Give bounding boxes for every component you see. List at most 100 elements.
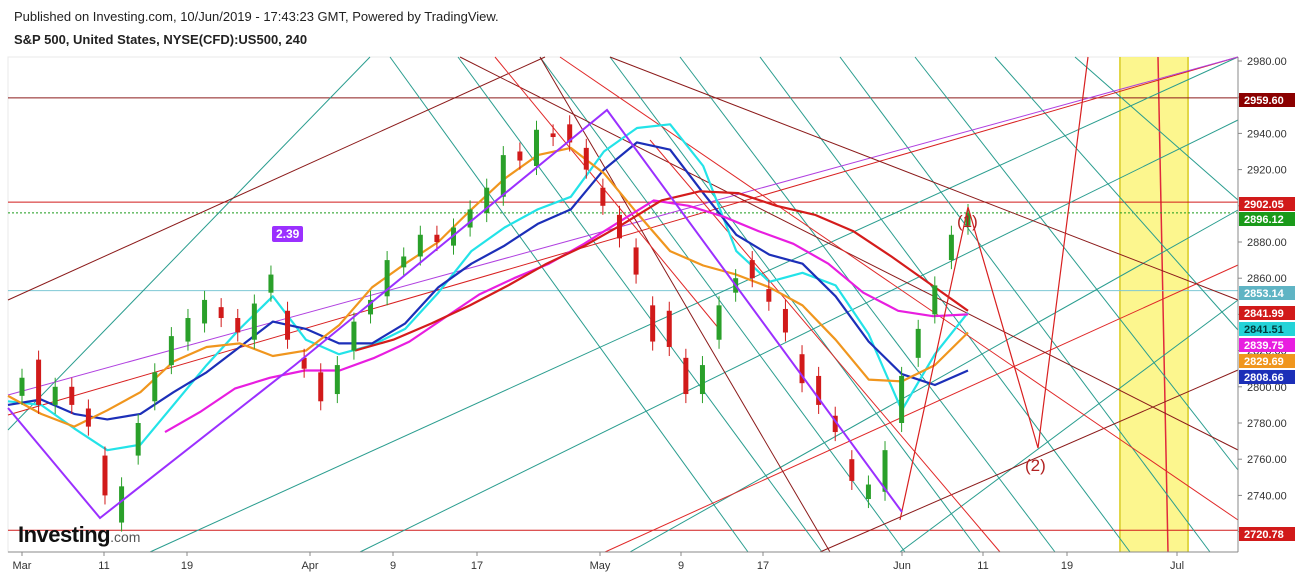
trend-line (7, 56, 371, 431)
x-tick-label: 19 (181, 560, 193, 572)
candle-body (633, 247, 639, 275)
candle-body (185, 318, 191, 342)
x-tick-label: 17 (757, 560, 769, 572)
zone-red-line (1157, 56, 1169, 553)
price-label-box (1239, 93, 1295, 107)
candle-body (948, 234, 954, 261)
wave-projection (899, 56, 1089, 521)
y-tick-label: 2940.00 (1247, 128, 1287, 140)
price-label: 2839.75 (1244, 340, 1284, 352)
candle-body (334, 365, 340, 395)
trend-line (604, 264, 1239, 553)
symbol-line: S&P 500, United States, NYSE(CFD):US500,… (14, 32, 308, 47)
price-label-box (1239, 338, 1295, 352)
trend-line (899, 299, 1239, 553)
candle-body (285, 310, 291, 340)
trend-line (914, 56, 1239, 471)
trend-line (149, 56, 1239, 553)
candle-body (583, 147, 589, 170)
candle-body (52, 386, 58, 405)
candle-body (102, 455, 108, 496)
candle-body (699, 365, 705, 395)
candle-body (351, 321, 357, 351)
candle-body (832, 415, 838, 433)
candle-body (318, 372, 324, 402)
candle-body (517, 151, 523, 161)
trend-line (7, 56, 1239, 416)
y-tick-label: 2760.00 (1247, 454, 1287, 466)
trend-line (359, 119, 1239, 553)
candle-body (683, 357, 689, 395)
price-label-box (1239, 322, 1295, 336)
candle-body (816, 375, 822, 405)
candle-body (484, 187, 490, 214)
x-tick-label: 9 (678, 560, 684, 572)
y-tick-label: 2860.00 (1247, 273, 1287, 285)
candle-body (716, 305, 722, 340)
candle-body (749, 260, 755, 279)
trend-line (679, 56, 1056, 553)
trend-line (7, 56, 546, 301)
wave-label-1: (1) (957, 212, 978, 231)
candle-body (899, 375, 905, 423)
candle-body (865, 484, 871, 500)
y-tick-label: 2740.00 (1247, 490, 1287, 502)
candle-body (500, 155, 506, 197)
x-tick-label: 19 (1061, 560, 1073, 572)
trend-line (1074, 56, 1239, 201)
trend-line (457, 56, 823, 553)
trend-line (759, 56, 1131, 553)
trend-line (539, 56, 831, 553)
trend-line (649, 139, 1001, 553)
price-label: 2808.66 (1244, 372, 1284, 384)
candle-body (401, 256, 407, 268)
trend-line (609, 56, 1239, 301)
logo-name: Investing (18, 522, 111, 547)
candle-body (218, 307, 224, 319)
candle-body (384, 260, 390, 297)
price-label: 2853.14 (1244, 288, 1285, 300)
candle-body (550, 133, 556, 138)
y-tick-label: 2980.00 (1247, 56, 1287, 68)
price-label: 2896.12 (1244, 214, 1284, 226)
candle-body (202, 299, 208, 324)
candle-body (368, 299, 374, 315)
x-tick-label: 9 (390, 560, 396, 572)
trend-line (539, 56, 906, 553)
x-tick-label: Jul (1170, 560, 1184, 572)
price-label: 2829.69 (1244, 356, 1284, 368)
candle-body (235, 318, 241, 333)
candle-body (915, 328, 921, 358)
candle-body (616, 214, 622, 239)
trend-line (494, 56, 721, 331)
candle-body (882, 450, 888, 492)
candle-body (849, 459, 855, 481)
logo-domain: .com (110, 529, 141, 545)
moving-average-line (354, 190, 969, 352)
candle-body (533, 129, 539, 166)
candle-body (301, 357, 307, 369)
price-label: 2841.99 (1244, 308, 1284, 320)
trend-line (839, 56, 1211, 553)
candle-body (417, 234, 423, 257)
candle-body (119, 486, 125, 523)
candle-body (36, 359, 42, 405)
trend-line (7, 56, 1239, 396)
trend-line (819, 369, 1239, 553)
price-label: 2841.51 (1244, 324, 1284, 336)
y-tick-label: 2880.00 (1247, 237, 1287, 249)
candle-body (168, 336, 174, 366)
candle-body (965, 213, 971, 226)
wave-label-2: (2) (1025, 456, 1046, 475)
candle-body (782, 308, 788, 333)
zigzag-line (7, 108, 903, 520)
candle-body (85, 408, 91, 427)
candle-body (135, 423, 141, 456)
candle-body (467, 209, 473, 228)
candle-body (19, 377, 25, 396)
candle-body (666, 310, 672, 347)
candle-body (766, 289, 772, 302)
price-label: 2902.05 (1244, 199, 1284, 211)
candle-body (799, 354, 805, 384)
